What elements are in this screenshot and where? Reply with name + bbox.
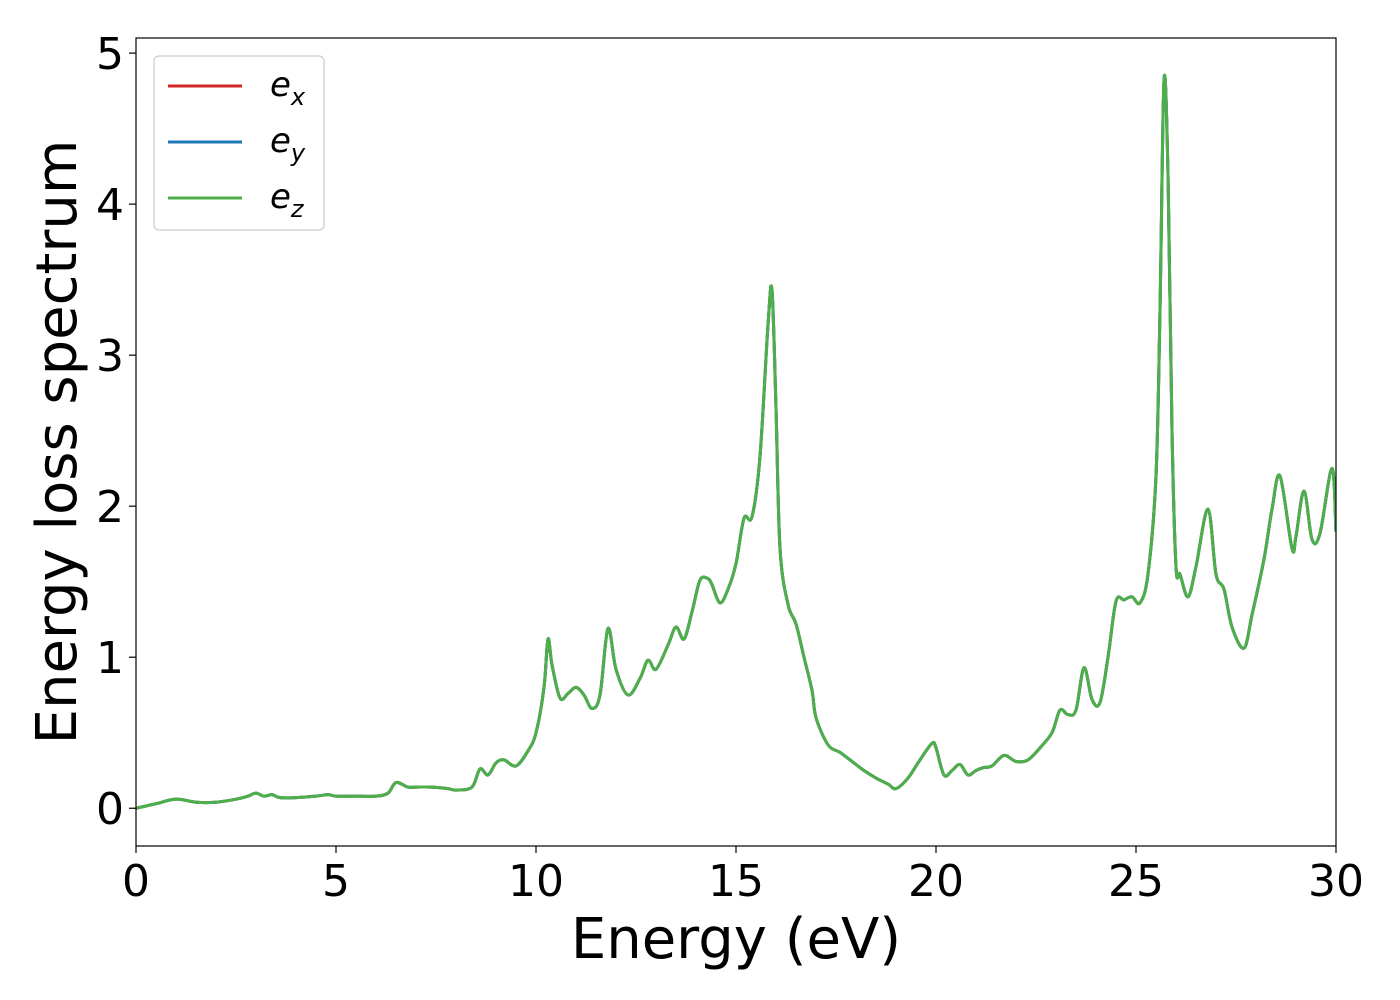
x-tick-label: 0 (122, 856, 150, 907)
y-axis-ticks: 0 1 2 3 4 5 (96, 29, 136, 835)
series-line-ez (136, 73, 1336, 810)
x-axis-label: Energy (eV) (571, 907, 901, 972)
x-tick-label: 5 (322, 856, 350, 907)
x-tick-label: 25 (1108, 856, 1164, 907)
series-layer (136, 73, 1336, 810)
y-tick-label: 3 (96, 331, 124, 382)
y-tick-label: 0 (96, 784, 124, 835)
legend-entry-ex: ex (270, 65, 306, 111)
plot-area (135, 37, 1337, 847)
y-tick-label: 1 (96, 633, 124, 684)
x-tick-label: 30 (1308, 856, 1364, 907)
legend-entry-ez: ez (270, 177, 305, 223)
y-axis-label: Energy loss spectrum (25, 140, 90, 745)
x-tick-label: 20 (908, 856, 964, 907)
x-tick-label: 10 (508, 856, 564, 907)
x-tick-label: 15 (708, 856, 764, 907)
legend-entry-ey: ey (270, 121, 306, 167)
y-tick-label: 2 (96, 482, 124, 533)
legend: ex ey ez (153, 55, 325, 231)
y-tick-label: 4 (96, 180, 124, 231)
x-axis-ticks: 0 5 10 15 20 25 30 (122, 846, 1364, 907)
y-tick-label: 5 (96, 29, 124, 80)
